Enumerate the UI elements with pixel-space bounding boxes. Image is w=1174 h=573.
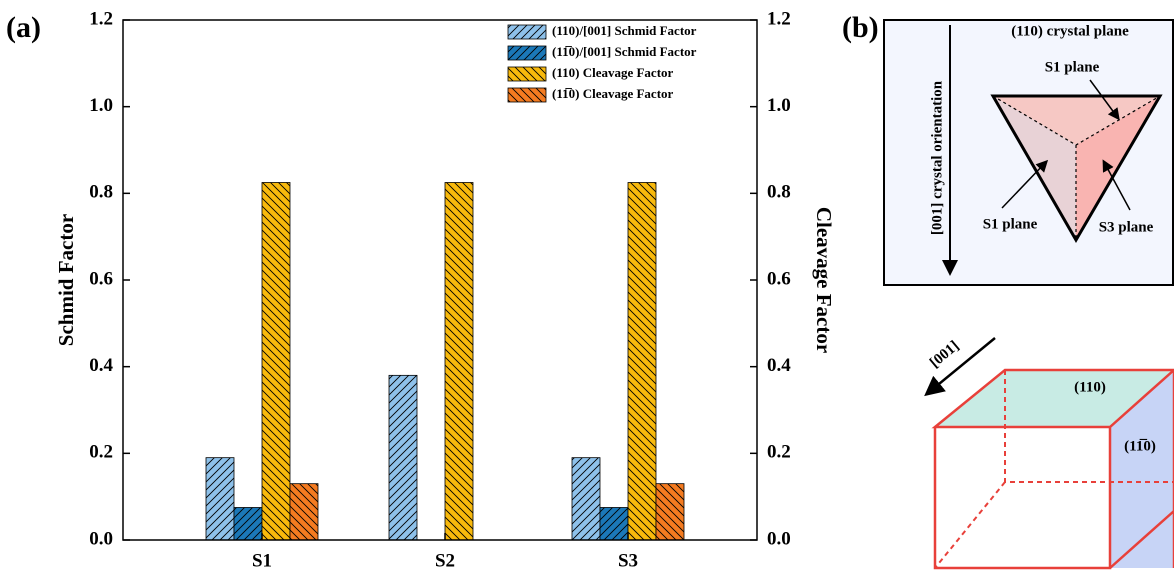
chart: 0.0 0.2 0.4 0.6 0.8 1.0 1.2 0.0 0.2 0.4 0.6 0.8 1.0 1… bbox=[89, 8, 791, 571]
legend-label: (110)/[001] Schmid Factor bbox=[552, 23, 697, 38]
label: S1 plane bbox=[983, 216, 1038, 232]
plane-title: (110) crystal plane bbox=[1011, 23, 1129, 39]
bar bbox=[388, 374, 418, 541]
edges bbox=[931, 368, 1174, 570]
panel-label: (a) bbox=[6, 11, 41, 44]
top-face bbox=[935, 370, 1174, 427]
face-label: (11̅0) bbox=[1124, 438, 1156, 454]
hidden-edges bbox=[934, 370, 1174, 569]
legend-label: (11̅0)/[001] Schmid Factor bbox=[552, 44, 697, 59]
bar-hatch bbox=[444, 182, 474, 541]
bar bbox=[599, 507, 629, 541]
arrow bbox=[1089, 79, 1120, 121]
y2-tick-label: 0.8 bbox=[767, 182, 791, 203]
diagram-top: [001] crystal orientation (110) crystal … bbox=[883, 19, 1174, 286]
y-tick-label: 0.8 bbox=[89, 182, 113, 203]
bar-hatch bbox=[571, 457, 601, 541]
legend-label: (110) Cleavage Factor bbox=[552, 65, 674, 80]
bar bbox=[233, 507, 263, 541]
bar bbox=[261, 182, 291, 541]
edges bbox=[992, 95, 1161, 240]
face-label: (110) bbox=[1074, 379, 1106, 395]
bar bbox=[627, 182, 657, 541]
panel-label: (b) bbox=[842, 11, 879, 44]
y2-tick-label: 0.6 bbox=[767, 268, 791, 289]
y-tick-label: 1.0 bbox=[89, 95, 113, 116]
arrow bbox=[1102, 159, 1131, 211]
bar bbox=[205, 457, 235, 541]
y2-tick-label: 1.2 bbox=[767, 8, 791, 29]
bar-hatch bbox=[205, 457, 235, 541]
bar-hatch bbox=[388, 374, 418, 541]
y-axis-label: Schmid Factor bbox=[54, 214, 78, 346]
bar-hatch bbox=[289, 483, 319, 541]
bar bbox=[655, 483, 685, 541]
bar-hatch bbox=[627, 182, 657, 541]
legend-hatch bbox=[508, 67, 546, 81]
bar bbox=[571, 457, 601, 541]
bar-hatch bbox=[233, 507, 263, 541]
y2-tick-label: 0.0 bbox=[767, 528, 791, 549]
triangle bbox=[990, 94, 1163, 243]
side-face bbox=[1110, 370, 1174, 568]
bar bbox=[444, 182, 474, 541]
arrow bbox=[1001, 159, 1049, 209]
label: S1 plane bbox=[1045, 59, 1100, 75]
cube: [001] (110) (11̅0) bbox=[924, 337, 1174, 570]
orientation-label: [001] crystal orientation bbox=[929, 80, 945, 235]
y2-axis-label: Cleavage Factor bbox=[812, 207, 836, 353]
y2-tick-label: 0.2 bbox=[767, 442, 791, 463]
label: S3 plane bbox=[1099, 219, 1154, 235]
legend-hatch bbox=[508, 25, 546, 39]
legend-hatch bbox=[508, 88, 546, 102]
bar-hatch bbox=[655, 483, 685, 541]
bar-hatch bbox=[599, 507, 629, 541]
legend-hatch bbox=[508, 46, 546, 60]
legend-label: (11̅0) Cleavage Factor bbox=[552, 86, 674, 101]
bar-hatch bbox=[261, 182, 291, 541]
x-tick-label: S3 bbox=[618, 550, 638, 571]
direction-label: [001] bbox=[927, 338, 962, 371]
x-tick-label: S1 bbox=[252, 550, 272, 571]
y2-tick-label: 0.4 bbox=[767, 355, 791, 376]
arrow bbox=[924, 337, 996, 397]
y-tick-label: 0.0 bbox=[89, 528, 113, 549]
y-tick-label: 0.2 bbox=[89, 442, 113, 463]
bar bbox=[289, 483, 319, 541]
y2-tick-label: 1.0 bbox=[767, 95, 791, 116]
y-tick-label: 0.4 bbox=[89, 355, 113, 376]
x-tick-label: S2 bbox=[435, 550, 455, 571]
y-tick-label: 1.2 bbox=[89, 8, 113, 29]
y-tick-label: 0.6 bbox=[89, 268, 113, 289]
plot-frame bbox=[122, 19, 758, 541]
